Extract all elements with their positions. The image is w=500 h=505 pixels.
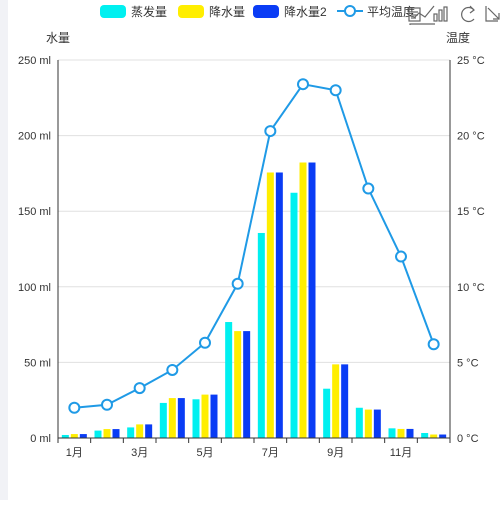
- y-axis-left: 0 ml 50 ml 100 ml 150 ml 200 ml 250 ml: [18, 55, 59, 445]
- toolbox: [408, 5, 500, 25]
- left-edge-strip: [0, 0, 8, 500]
- x-tick-label: 11月: [390, 447, 412, 459]
- y-right-tick-label: 25 °C: [457, 55, 485, 67]
- bar-蒸发量-8月: [290, 192, 298, 438]
- bar-降水量-4月: [168, 398, 176, 438]
- y-left-tick-label: 0 ml: [30, 433, 51, 445]
- y-axis-left-name: 水量: [46, 31, 70, 45]
- bar-降水量2-1月: [79, 434, 87, 438]
- x-tick-label: 3月: [131, 447, 148, 459]
- x-tick-label: 5月: [196, 447, 213, 459]
- bar-蒸发量-10月: [355, 407, 363, 438]
- bar-降水量-8月: [299, 162, 307, 438]
- bar-series: [61, 162, 447, 438]
- bar-降水量-1月: [70, 434, 78, 438]
- bar-降水量-9月: [332, 364, 340, 438]
- y-left-tick-label: 50 ml: [24, 357, 51, 369]
- restore-icon[interactable]: [461, 5, 475, 23]
- bar-降水量-6月: [234, 331, 242, 438]
- y-right-tick-label: 15 °C: [457, 206, 485, 218]
- y-axis-right-name: 温度: [446, 30, 470, 45]
- bar-chart-icon[interactable]: [433, 6, 448, 22]
- legend-label-precipitation2: 降水量2: [284, 5, 327, 19]
- x-tick-label: 9月: [327, 447, 344, 459]
- point-平均温度-7月: [264, 125, 277, 138]
- bar-降水量-2月: [103, 429, 111, 438]
- y-right-tick-label: 10 °C: [457, 282, 485, 294]
- bar-降水量-7月: [266, 172, 274, 438]
- point-平均温度-3月: [133, 382, 146, 395]
- point-平均温度-8月: [297, 78, 309, 91]
- y-left-tick-label: 200 ml: [18, 131, 51, 143]
- bar-蒸发量-1月: [61, 434, 69, 438]
- legend-item-evaporation[interactable]: 蒸发量: [100, 4, 167, 19]
- bar-降水量2-9月: [341, 364, 349, 438]
- point-平均温度-2月: [101, 398, 113, 411]
- bar-蒸发量-4月: [159, 402, 167, 438]
- line-series: [68, 78, 440, 414]
- legend-marker-avg-temperature: [344, 5, 356, 17]
- point-平均温度-1月: [68, 401, 81, 414]
- point-平均温度-12月: [427, 338, 440, 351]
- legend: 蒸发量 降水量 降水量2 平均温度: [100, 4, 415, 19]
- legend-swatch-precipitation: [178, 5, 204, 18]
- x-tick-label: 1月: [66, 447, 83, 459]
- bar-蒸发量-3月: [127, 427, 135, 438]
- bar-蒸发量-6月: [225, 322, 233, 438]
- y-left-tick-label: 150 ml: [18, 206, 51, 218]
- legend-item-precipitation[interactable]: 降水量: [178, 5, 245, 19]
- bar-降水量2-12月: [439, 434, 447, 438]
- bar-降水量2-3月: [145, 424, 153, 438]
- bar-降水量2-5月: [210, 394, 218, 438]
- bar-降水量-11月: [397, 428, 405, 438]
- point-平均温度-11月: [395, 250, 407, 263]
- bar-降水量-10月: [364, 409, 372, 438]
- point-平均温度-5月: [199, 336, 211, 349]
- y-left-tick-label: 250 ml: [18, 55, 51, 67]
- bar-蒸发量-2月: [94, 430, 102, 438]
- line-chart-icon[interactable]: [409, 5, 435, 25]
- legend-item-avg-temperature[interactable]: 平均温度: [337, 4, 415, 19]
- y-right-tick-label: 20 °C: [457, 131, 485, 143]
- bar-蒸发量-7月: [257, 232, 265, 438]
- legend-swatch-evaporation: [100, 5, 126, 18]
- bar-降水量2-2月: [112, 429, 120, 438]
- legend-swatch-precipitation2: [253, 5, 279, 18]
- y-axis-right: 0 °C 5 °C 10 °C 15 °C 20 °C 25 °C: [449, 55, 485, 445]
- legend-label-precipitation: 降水量: [209, 5, 245, 19]
- bar-降水量2-7月: [275, 172, 283, 438]
- bar-降水量2-10月: [373, 409, 381, 438]
- bar-蒸发量-12月: [421, 433, 429, 438]
- legend-label-evaporation: 蒸发量: [131, 4, 167, 19]
- point-平均温度-9月: [329, 84, 342, 97]
- bar-蒸发量-5月: [192, 399, 200, 438]
- bar-降水量-5月: [201, 394, 209, 438]
- y-left-tick-label: 100 ml: [18, 282, 51, 294]
- bar-降水量2-8月: [308, 162, 316, 438]
- point-平均温度-6月: [231, 277, 244, 290]
- bar-降水量2-4月: [177, 398, 185, 438]
- bar-降水量-12月: [430, 434, 438, 438]
- point-平均温度-10月: [362, 182, 375, 195]
- save-image-icon[interactable]: [485, 6, 500, 22]
- y-right-tick-label: 0 °C: [457, 433, 479, 445]
- bar-降水量2-11月: [406, 428, 414, 438]
- x-tick-label: 7月: [262, 447, 279, 459]
- legend-item-precipitation2[interactable]: 降水量2: [253, 5, 327, 19]
- bar-蒸发量-11月: [388, 428, 396, 438]
- bar-蒸发量-9月: [323, 388, 331, 438]
- y-right-tick-label: 5 °C: [457, 357, 479, 369]
- bar-降水量-3月: [136, 424, 144, 438]
- x-axis: 1月 3月 5月 7月 9月 11月: [57, 437, 451, 459]
- legend-label-avg-temperature: 平均温度: [367, 4, 415, 19]
- point-平均温度-4月: [166, 363, 179, 376]
- bar-降水量2-6月: [243, 331, 251, 438]
- line-平均温度: [74, 83, 435, 409]
